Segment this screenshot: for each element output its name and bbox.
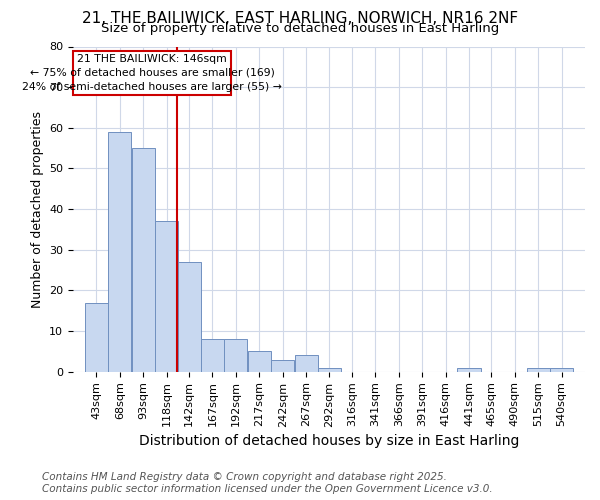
Bar	[201, 339, 224, 372]
Bar	[550, 368, 573, 372]
Y-axis label: Number of detached properties: Number of detached properties	[31, 110, 44, 308]
Bar	[457, 368, 481, 372]
Bar	[178, 262, 200, 372]
Text: Contains HM Land Registry data © Crown copyright and database right 2025.
Contai: Contains HM Land Registry data © Crown c…	[42, 472, 493, 494]
Bar	[131, 148, 155, 372]
Bar	[224, 339, 247, 372]
Bar	[271, 360, 294, 372]
Bar	[85, 302, 108, 372]
Text: Size of property relative to detached houses in East Harling: Size of property relative to detached ho…	[101, 22, 499, 35]
Bar	[108, 132, 131, 372]
FancyBboxPatch shape	[73, 50, 231, 96]
Bar	[155, 222, 178, 372]
Text: 21 THE BAILIWICK: 146sqm
← 75% of detached houses are smaller (169)
24% of semi-: 21 THE BAILIWICK: 146sqm ← 75% of detach…	[22, 54, 282, 92]
Bar	[248, 352, 271, 372]
Text: 21, THE BAILIWICK, EAST HARLING, NORWICH, NR16 2NF: 21, THE BAILIWICK, EAST HARLING, NORWICH…	[82, 11, 518, 26]
X-axis label: Distribution of detached houses by size in East Harling: Distribution of detached houses by size …	[139, 434, 519, 448]
Bar	[318, 368, 341, 372]
Bar	[527, 368, 550, 372]
Bar	[295, 356, 317, 372]
